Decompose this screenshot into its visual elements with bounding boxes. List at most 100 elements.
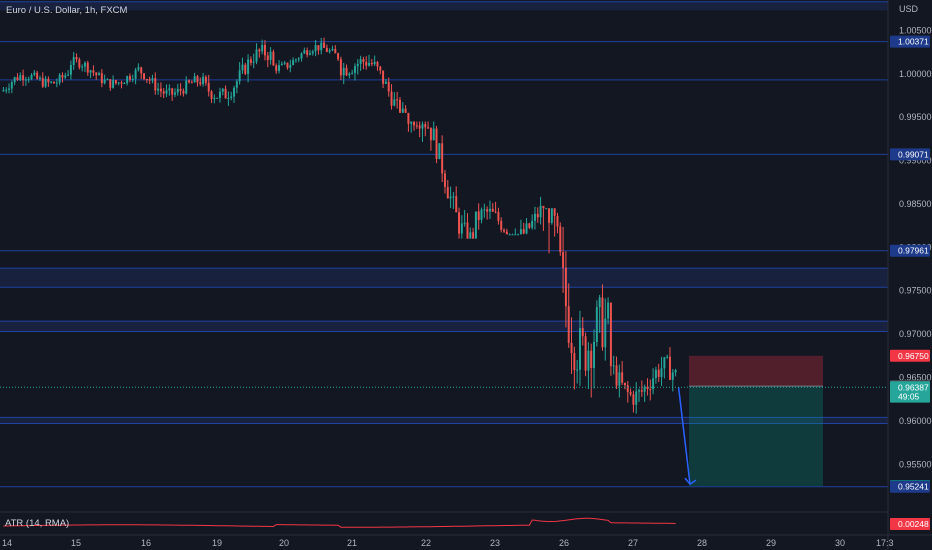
- time-axis[interactable]: 14 15 16 19 20 21 22 23 26 27 28 29 30 17:3: [2, 538, 894, 548]
- atr-indicator-label[interactable]: ATR (14, RMA): [5, 518, 69, 529]
- candle-body: [373, 61, 376, 65]
- candle-body: [233, 87, 236, 97]
- price-tick-label: 0.97500: [899, 286, 932, 296]
- candle-body: [306, 50, 309, 55]
- candle-body: [53, 81, 56, 84]
- candle-body: [61, 74, 64, 78]
- candle-body: [261, 44, 264, 52]
- candle-body: [286, 62, 289, 68]
- candle-body: [162, 91, 165, 94]
- candle-body: [458, 212, 461, 234]
- candle-body: [247, 59, 250, 74]
- candle-body: [204, 76, 207, 83]
- candle-body: [151, 78, 154, 81]
- candle-body: [638, 390, 641, 392]
- candle-body: [241, 64, 244, 71]
- candle-body: [185, 80, 188, 94]
- candle-body: [401, 108, 404, 113]
- candle-body: [100, 73, 103, 84]
- candle-body: [171, 88, 174, 95]
- candle-body: [508, 234, 511, 236]
- short-position-tool[interactable]: [689, 355, 823, 487]
- candle-body: [216, 97, 219, 99]
- candle-body: [564, 267, 567, 307]
- candle-body: [339, 59, 342, 76]
- candle-body: [67, 74, 70, 76]
- candle-body: [463, 222, 466, 224]
- price-tag-6: [890, 390, 930, 403]
- candle-body: [328, 50, 331, 52]
- candle-body: [398, 99, 401, 113]
- candle-body: [604, 318, 607, 348]
- candle-body: [112, 80, 115, 88]
- candle-body: [308, 53, 311, 55]
- candle-body: [396, 99, 399, 101]
- candle-body: [559, 226, 562, 253]
- candle-body: [500, 220, 503, 230]
- candle-body: [649, 389, 652, 391]
- currency-label: USD: [899, 4, 919, 14]
- horizontal-levels: [0, 1, 888, 488]
- time-tick-label: 22: [421, 538, 431, 548]
- candle-body: [64, 75, 67, 78]
- candle-body: [128, 76, 131, 80]
- candle-body: [131, 78, 134, 80]
- price-tags: 1.003710.990710.979610.967500.964000.963…: [890, 35, 930, 530]
- candle-body: [249, 59, 252, 63]
- candle-body: [199, 82, 202, 85]
- candle-body: [359, 59, 362, 64]
- candle-body: [438, 143, 441, 159]
- candle-body: [38, 77, 41, 79]
- candle-body: [300, 53, 303, 59]
- candle-body: [609, 302, 612, 366]
- candle-body: [24, 79, 27, 81]
- candle-body: [297, 58, 300, 60]
- candle-body: [117, 82, 120, 84]
- candle-body: [441, 143, 444, 174]
- candle-body: [106, 79, 109, 81]
- candle-body: [640, 390, 643, 392]
- target-zone[interactable]: [689, 386, 823, 487]
- candle-body: [140, 67, 143, 74]
- symbol-title[interactable]: Euro / U.S. Dollar, 1h, FXCM: [6, 5, 128, 16]
- candle-body: [320, 42, 323, 51]
- candle-body: [548, 208, 551, 223]
- candle-body: [182, 90, 185, 94]
- level-band-3: [0, 417, 888, 424]
- time-tick-label: 23: [490, 538, 500, 548]
- price-tick-label: 0.99000: [899, 156, 932, 166]
- candle-body: [629, 392, 632, 395]
- atr-value-label: 0.00248: [898, 519, 929, 529]
- candle-body: [244, 64, 247, 74]
- projection-arrow[interactable]: [677, 387, 697, 486]
- time-tick-label: 30: [835, 538, 845, 548]
- candle-body: [562, 252, 565, 268]
- candle-body: [126, 76, 129, 84]
- candle-body: [89, 70, 92, 73]
- price-tick-label: 0.98500: [899, 199, 932, 209]
- candle-body: [429, 127, 432, 141]
- candle-body: [486, 209, 489, 212]
- candle-body: [424, 124, 427, 128]
- candle-body: [449, 196, 452, 199]
- candle-body: [573, 353, 576, 371]
- candle-body: [505, 231, 508, 235]
- candle-body: [474, 211, 477, 239]
- candle-body: [159, 88, 162, 92]
- candle-body: [443, 173, 446, 187]
- candle-body: [618, 372, 621, 386]
- level-band-0: [0, 1, 888, 11]
- candle-body: [598, 297, 601, 308]
- price-tick-label: 1.00500: [899, 25, 932, 35]
- price-tag-label: 0.96750: [898, 351, 929, 361]
- stop-zone[interactable]: [689, 355, 823, 387]
- candle-body: [668, 356, 671, 380]
- candle-body: [660, 368, 663, 377]
- candle-body: [255, 49, 258, 62]
- candle-body: [581, 328, 584, 337]
- candle-body: [145, 79, 148, 81]
- candle-body: [587, 350, 590, 371]
- candle-body: [134, 69, 137, 79]
